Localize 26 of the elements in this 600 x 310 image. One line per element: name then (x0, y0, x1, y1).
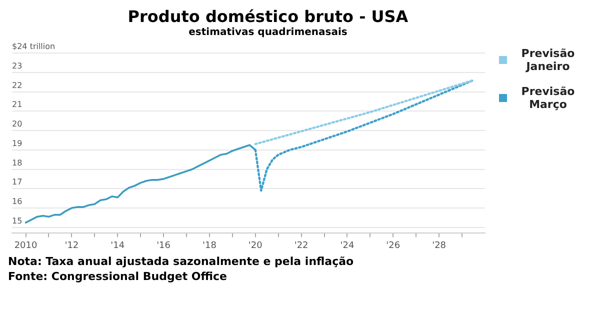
y-tick-label: 20 (12, 120, 22, 129)
chart-title: Produto doméstico bruto - USA (126, 7, 410, 26)
x-tick-label: '22 (294, 240, 308, 251)
y-tick-label: $24 trillion (12, 42, 56, 52)
y-tick-label: 17 (12, 178, 22, 187)
legend-label: Previsão Março (520, 85, 576, 111)
x-tick-label: 2010 (14, 240, 38, 251)
y-tick-label: 22 (12, 80, 22, 90)
y-tick-label: 15 (12, 216, 22, 226)
x-tick-label: '24 (340, 240, 354, 251)
x-tick-label: '28 (432, 240, 446, 251)
source-note: Fonte: Congressional Budget Office (8, 269, 228, 284)
x-tick-label: '16 (156, 240, 171, 251)
y-tick-label: 23 (12, 61, 22, 70)
y-tick-label: 18 (12, 158, 22, 168)
x-tick-label: '14 (110, 240, 125, 251)
chart-subtitle: estimativas quadrimenasais (188, 26, 348, 39)
y-tick-label: 19 (12, 138, 22, 148)
x-tick-label: '20 (248, 240, 263, 251)
x-tick-label: '26 (386, 240, 400, 251)
legend-label: Previsão Janeiro (520, 47, 576, 73)
text: Nota: Taxa anual ajustada sazonalmente e pela inflação (8, 254, 355, 269)
x-tick-label: '18 (202, 240, 217, 251)
y-tick-label: 16 (12, 197, 22, 206)
x-tick-label: '12 (64, 240, 79, 251)
y-tick-label: 21 (12, 100, 22, 110)
